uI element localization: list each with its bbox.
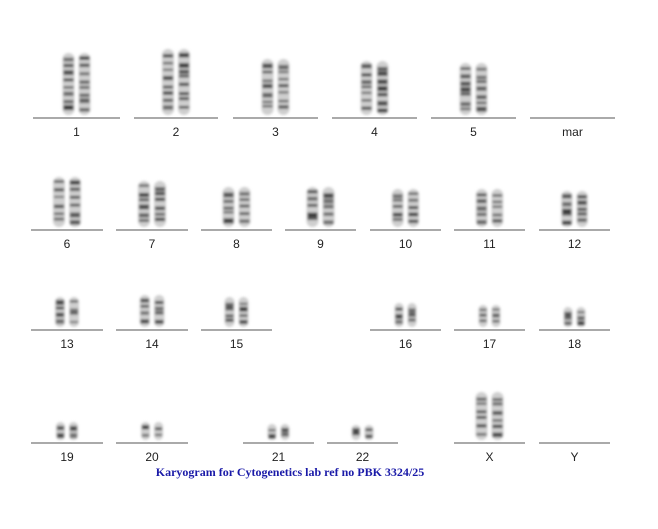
chromosome-7 — [154, 181, 166, 227]
chromosome-label: 18 — [567, 337, 582, 351]
chromosome-label: mar — [562, 125, 583, 139]
chromosome-label: 12 — [567, 237, 582, 251]
chromosome-X — [475, 392, 488, 440]
chromosome-label: 10 — [398, 237, 413, 251]
chromosome-22 — [364, 425, 374, 440]
chromosome-label: 21 — [271, 450, 286, 464]
chromosome-label: X — [485, 450, 494, 464]
chromosome-5 — [459, 63, 472, 115]
chromosome-3 — [277, 59, 290, 115]
chromosome-13 — [55, 297, 65, 327]
chromosome-label: 4 — [371, 125, 378, 139]
chromosome-11 — [475, 189, 488, 227]
chromosome-2 — [162, 49, 174, 115]
chromosome-6 — [69, 177, 81, 227]
chromosome-label: 14 — [145, 337, 159, 351]
chromosome-label: 1 — [73, 125, 80, 139]
chromosome-11 — [491, 189, 504, 227]
chromosome-10 — [391, 189, 404, 227]
chromosome-label: 16 — [398, 337, 413, 351]
chromosome-10 — [407, 189, 420, 227]
chromosome-X — [491, 392, 504, 440]
chromosome-8 — [238, 187, 251, 227]
karyogram-caption: Karyogram for Cytogenetics lab ref no PB… — [155, 465, 425, 479]
chromosome-6 — [53, 177, 65, 227]
chromosome-1 — [78, 53, 91, 115]
chromosome-15 — [238, 297, 249, 327]
chromosome-4 — [376, 61, 389, 115]
chromosome-13 — [69, 297, 79, 327]
chromosome-18 — [576, 307, 586, 327]
chromosome-20 — [154, 422, 163, 440]
chromosome-8 — [222, 187, 235, 227]
chromosome-20 — [141, 422, 150, 440]
chromosome-label: 11 — [483, 237, 496, 251]
chromosome-label: 19 — [60, 450, 74, 464]
chromosome-4 — [360, 61, 373, 115]
chromosome-3 — [261, 59, 274, 115]
chromosome-5 — [475, 63, 488, 115]
chromosome-label: 8 — [233, 237, 240, 251]
chromosome-17 — [478, 305, 488, 327]
chromosome-label: 20 — [145, 450, 159, 464]
chromosome-12 — [576, 191, 588, 227]
chromosome-21 — [267, 424, 277, 440]
chromosome-22 — [351, 425, 361, 440]
chromosome-label: 7 — [148, 237, 156, 251]
chromosome-label: 22 — [355, 450, 370, 464]
chromosome-label: 2 — [172, 125, 180, 139]
chromosome-19 — [56, 422, 65, 440]
chromosome-label: 6 — [63, 237, 71, 251]
chromosome-9 — [306, 187, 319, 227]
chromosome-7 — [138, 181, 150, 227]
chromosome-17 — [491, 305, 501, 327]
chromosome-label: 15 — [229, 337, 244, 351]
chromosome-2 — [178, 49, 190, 115]
chromosome-15 — [224, 297, 235, 327]
chromosome-14 — [154, 295, 165, 327]
chromosome-19 — [69, 422, 78, 440]
chromosome-label: 9 — [317, 237, 324, 251]
chromosome-label: 13 — [60, 337, 74, 351]
chromosome-14 — [139, 295, 150, 327]
chromosome-9 — [322, 187, 335, 227]
chromosome-16 — [407, 303, 417, 327]
chromosome-label: 5 — [470, 125, 477, 139]
chromosome-1 — [62, 53, 75, 115]
chromosome-12 — [561, 191, 573, 227]
chromosome-16 — [394, 303, 404, 327]
chromosome-label: 17 — [482, 337, 497, 351]
chromosome-label: 3 — [272, 125, 279, 139]
chromosome-18 — [563, 307, 573, 327]
chromosome-21 — [280, 424, 290, 440]
chromosome-label: Y — [570, 450, 579, 464]
